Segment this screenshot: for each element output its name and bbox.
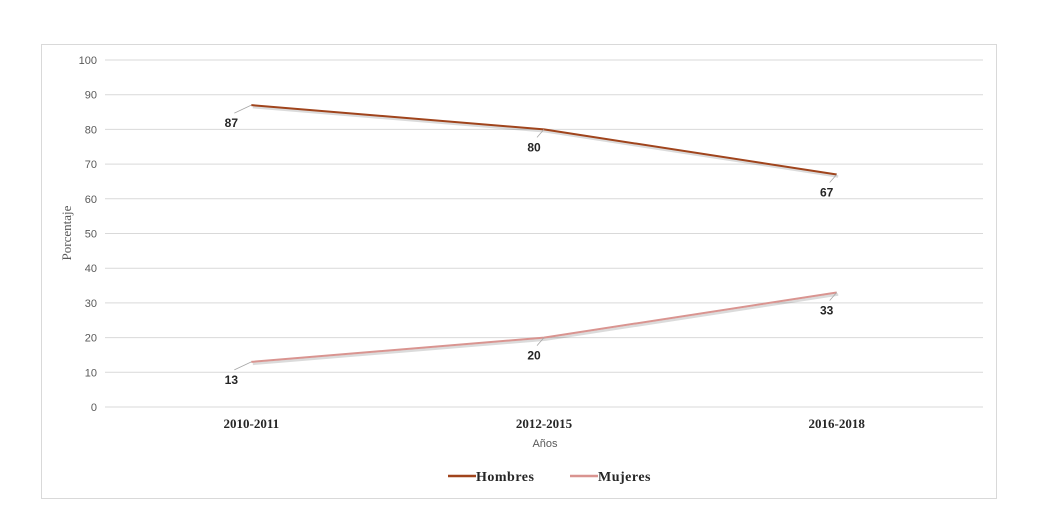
series-lines <box>251 104 839 366</box>
x-tick-label: 2012-2015 <box>516 416 573 431</box>
data-label-hombres: 87 <box>225 116 239 130</box>
data-label-leader <box>234 104 252 114</box>
x-tick-label: 2016-2018 <box>808 416 865 431</box>
data-labels: 87 80 67 13 20 33 <box>225 104 837 387</box>
data-label-leader <box>536 337 545 346</box>
data-label-leader <box>234 361 252 371</box>
x-axis-ticks: 2010-2011 2012-2015 2016-2018 <box>224 416 866 431</box>
x-tick-label: 2010-2011 <box>224 416 280 431</box>
legend-label-hombres: Hombres <box>476 470 535 485</box>
series-shadow-hombres <box>252 105 839 178</box>
y-tick-label: 100 <box>79 55 97 67</box>
data-label-mujeres: 33 <box>820 303 834 317</box>
data-label-hombres: 67 <box>820 186 834 200</box>
y-tick-label: 50 <box>85 229 97 241</box>
y-tick-label: 30 <box>85 298 97 310</box>
y-tick-label: 10 <box>85 367 97 379</box>
y-tick-label: 80 <box>85 124 97 136</box>
series-shadow-mujeres <box>252 293 839 366</box>
legend-label-mujeres: Mujeres <box>598 470 651 485</box>
y-tick-label: 20 <box>85 333 97 345</box>
x-axis-title: Años <box>532 438 558 450</box>
y-tick-label: 70 <box>85 159 97 171</box>
data-label-mujeres: 20 <box>527 349 541 363</box>
y-tick-label: 0 <box>91 402 97 414</box>
data-label-leader <box>829 174 837 183</box>
data-label-hombres: 80 <box>527 140 541 154</box>
y-tick-label: 40 <box>85 263 97 275</box>
data-label-leader <box>829 292 837 301</box>
y-tick-label: 90 <box>85 90 97 102</box>
y-axis-ticks: 0 10 20 30 40 50 60 70 80 90 100 <box>79 55 97 414</box>
data-label-leader <box>536 129 545 138</box>
y-axis-title: Porcentaje <box>59 205 74 260</box>
legend: Hombres Mujeres <box>448 470 651 485</box>
y-tick-label: 60 <box>85 194 97 206</box>
data-label-mujeres: 13 <box>225 373 239 387</box>
chart-frame <box>41 44 997 499</box>
